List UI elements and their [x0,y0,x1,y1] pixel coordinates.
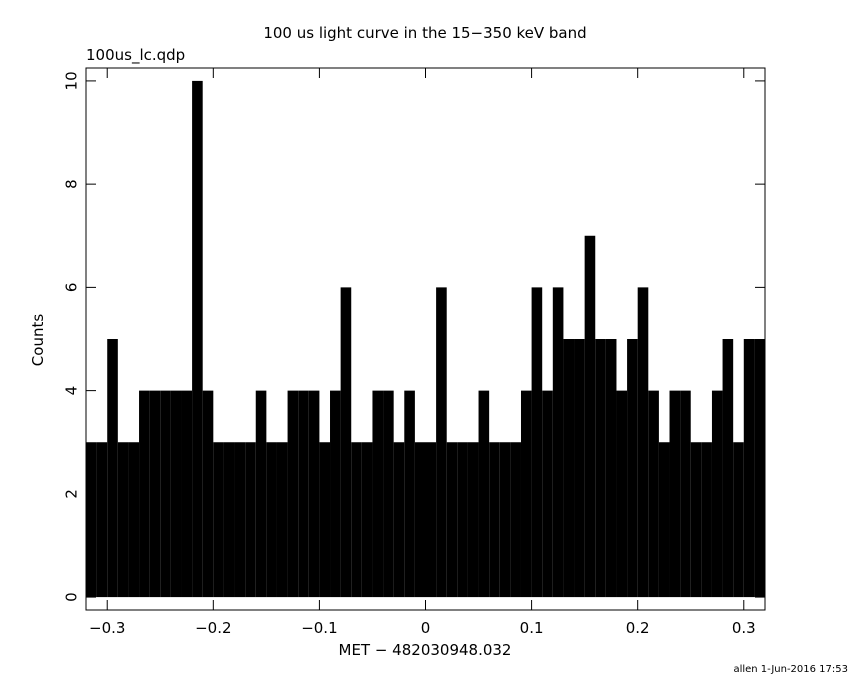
bar [234,442,246,598]
bar [627,339,638,598]
bar [489,442,500,598]
bar [117,442,129,598]
chart-subtitle: 100us_lc.qdp [86,46,185,65]
chart-title: 100 us light curve in the 15−350 keV ban… [263,24,586,42]
bar [139,390,150,598]
y-tick-label: 2 [63,489,81,499]
bar [181,390,193,598]
bar [266,442,277,598]
bar [202,390,214,598]
bar [192,80,203,598]
bar [552,287,564,598]
footer: allen 1-Jun-2016 17:53 [733,664,848,675]
bar [446,442,458,598]
x-tick-label: −0.3 [89,619,125,637]
x-tick-label: 0.1 [520,619,544,637]
bar [637,287,649,598]
y-tick-label: 8 [63,179,81,189]
bar [330,390,341,598]
bar [457,442,468,598]
bar [542,390,553,598]
bar [701,442,712,598]
x-axis-label: MET − 482030948.032 [339,641,512,659]
bar [160,390,171,598]
bar [733,442,744,598]
bar [690,442,702,598]
y-axis-label: Counts [29,314,47,367]
bar [361,442,373,598]
x-tick-label: −0.2 [195,619,231,637]
bar [648,390,659,598]
bar [287,390,299,598]
bar [616,390,628,598]
bar [595,339,606,598]
x-tick-label: 0.2 [626,619,650,637]
bar [404,390,415,598]
bar [319,442,331,598]
x-tick-label: 0 [421,619,431,637]
bar [96,442,108,598]
bar [520,390,532,598]
bar [245,442,256,598]
y-tick-label: 0 [63,592,81,602]
bar [213,442,224,598]
y-tick-label: 10 [63,71,81,90]
bar [680,390,691,598]
bar [510,442,521,598]
bar [743,339,755,598]
y-tick-label: 4 [63,386,81,396]
bar [298,390,309,598]
bar [149,390,161,598]
bar [669,390,681,598]
bar [425,442,437,598]
bar [107,339,118,598]
bar [711,390,723,598]
bar [605,339,617,598]
bar [86,442,97,598]
bar [223,442,235,598]
bar [563,339,575,598]
x-tick-label: 0.3 [732,619,756,637]
bar [467,442,479,598]
bar [372,390,384,598]
bar [722,339,734,598]
bar [340,287,352,598]
bar [351,442,362,598]
bar [478,390,490,598]
bar [308,390,320,598]
bar [436,287,447,598]
y-tick-label: 6 [63,283,81,293]
bar [531,287,543,598]
bar [276,442,288,598]
bar [383,390,394,598]
x-tick-label: −0.1 [301,619,337,637]
bar [658,442,670,598]
bar [499,442,511,598]
bar [128,442,140,598]
bar [170,390,182,598]
bar [754,339,765,598]
bar [574,339,585,598]
bar [414,442,426,598]
bar [255,390,267,598]
bar [393,442,405,598]
bar [584,235,596,598]
